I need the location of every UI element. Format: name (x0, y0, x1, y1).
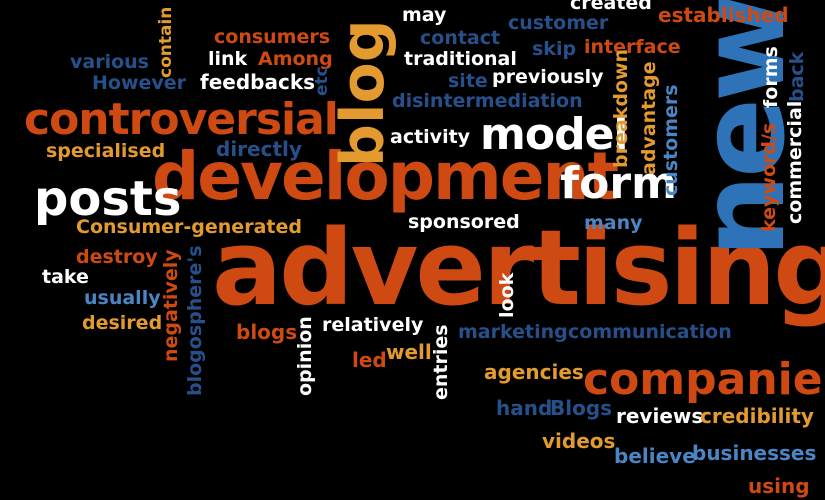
word-entries: entries (430, 324, 452, 400)
word-forms: forms (760, 46, 782, 108)
word-specialised: specialised (46, 140, 166, 162)
word-various: various (70, 51, 149, 73)
word-customer: customer (508, 12, 609, 34)
word-previously: previously (492, 66, 604, 88)
word-keywords: keyword/s (758, 122, 780, 232)
word-contain: contain (156, 6, 176, 78)
word-customers: customers (660, 84, 682, 196)
word-led: led (352, 348, 387, 372)
word-communication: communication (568, 321, 732, 343)
word-advertising: advertising (212, 207, 825, 329)
word-feedbacks: feedbacks (200, 70, 316, 94)
word-breakdown: breakdown (610, 48, 632, 168)
word-disintermediation: disintermediation (392, 90, 583, 112)
word-blogs: blogs (236, 320, 298, 344)
word-interface: interface (584, 36, 681, 58)
word-controversial: controversial (24, 94, 339, 145)
word-posts: posts (34, 171, 182, 227)
word-contact: contact (420, 27, 501, 49)
word-believe: believe (614, 444, 696, 468)
word-opinion: opinion (294, 316, 316, 396)
word-hand: hand (496, 396, 553, 420)
word-blogospheres: blogosphere's (184, 245, 206, 396)
word-etc: etc (312, 66, 332, 96)
word-model: model (480, 109, 628, 160)
word-credibility: credibility (700, 404, 814, 428)
word-directly: directly (216, 137, 302, 161)
word-skip: skip (532, 38, 577, 60)
word-take: take (42, 266, 89, 288)
word-form: form (560, 158, 677, 209)
word-link: link (208, 48, 248, 70)
word-blog: blog (328, 19, 398, 167)
word-negatively: negatively (160, 249, 182, 362)
word-advantage: advantage (638, 61, 660, 175)
word-using: using (748, 474, 810, 498)
word-many: many (584, 212, 643, 234)
word-created: created (570, 0, 652, 14)
word-companies: companies (583, 354, 825, 405)
word-marketing: marketing (458, 321, 568, 343)
word-established: established (658, 3, 789, 27)
word-commercial: commercial (784, 100, 806, 224)
word-desired: desired (82, 312, 163, 334)
word-development: development (152, 138, 619, 215)
word-destroy: destroy (76, 246, 158, 268)
word-reviews: reviews (616, 404, 704, 428)
word-among: Among (258, 48, 333, 70)
word-look: look (496, 272, 518, 318)
word-may: may (402, 4, 447, 26)
word-consumer-generated: Consumer-generated (76, 216, 302, 238)
word-businesses: businesses (692, 441, 817, 465)
word-consumers: consumers (214, 26, 331, 48)
word-agencies: agencies (484, 360, 584, 384)
word-relatively: relatively (322, 314, 424, 336)
word-usually: usually (84, 287, 161, 309)
word-site: site (448, 70, 488, 92)
word-back: back (786, 51, 808, 102)
word-however: However (92, 72, 187, 94)
word-traditional: traditional (404, 48, 517, 70)
word-sponsored: sponsored (408, 211, 520, 233)
word-well: well (386, 340, 432, 364)
word-videos: videos (542, 429, 616, 453)
word-activity: activity (390, 126, 471, 148)
word-blogs-capital: Blogs (550, 396, 613, 420)
